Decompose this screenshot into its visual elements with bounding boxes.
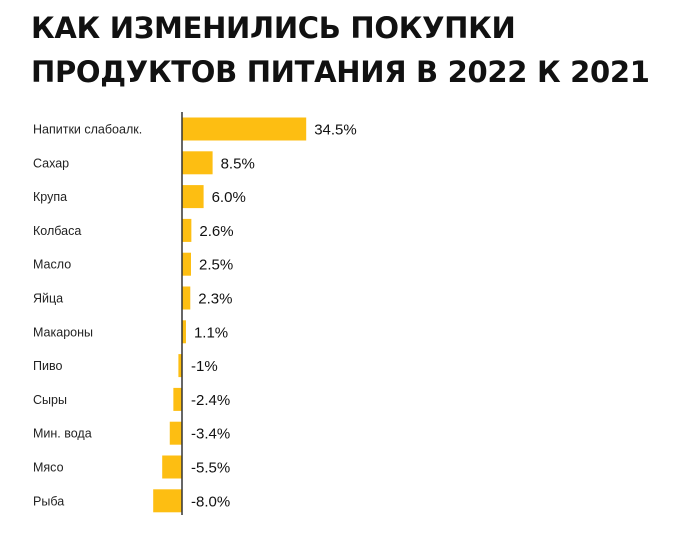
value-label: -2.4% [191,392,230,409]
bar [178,354,182,378]
category-label: Сахар [33,156,69,170]
category-label: Мин. вода [33,427,92,441]
category-label: Рыба [33,494,64,508]
bar [173,387,182,411]
value-label: -1% [191,358,218,375]
category-label: Макароны [33,325,93,339]
value-label: 6.0% [212,189,246,206]
category-label: Масло [33,258,71,272]
bar [182,185,204,209]
value-label: -8.0% [191,493,230,510]
bar [182,218,192,242]
value-label: 2.3% [198,291,232,308]
category-label: Пиво [33,359,62,373]
bars-layer: Напитки слабоалк. 34.5% Сахар 8.5% Крупа 6.0%… [33,117,357,513]
category-label: Сыры [33,393,67,407]
value-label: 2.6% [199,223,233,240]
bar [182,151,213,175]
bar [162,455,182,479]
value-label: 2.5% [199,257,233,274]
bar [169,421,182,445]
bar [182,252,191,276]
value-label: 1.1% [194,324,228,341]
category-label: Напитки слабоалк. [33,123,142,137]
bar [182,117,307,141]
category-label: Колбаса [33,224,81,238]
category-label: Яйца [33,292,63,306]
chart-title: КАК ИЗМЕНИЛИСЬ ПОКУПКИ ПРОДУКТОВ ПИТАНИЯ… [31,11,650,89]
bar [153,489,182,513]
value-label: 8.5% [221,155,255,172]
category-label: Крупа [33,190,67,204]
category-label: Мясо [33,461,64,475]
bar [182,286,191,310]
value-label: 34.5% [314,122,357,139]
value-label: -5.5% [191,460,230,477]
bar [182,320,186,344]
value-label: -3.4% [191,426,230,443]
